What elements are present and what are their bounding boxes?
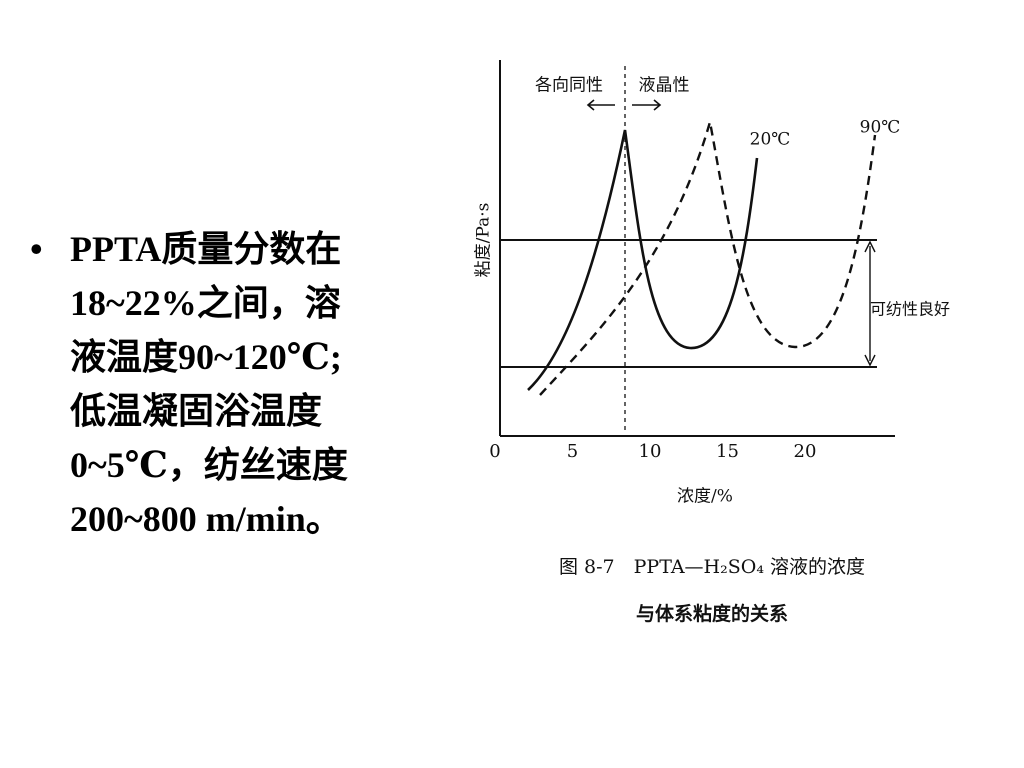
right-arrow xyxy=(632,99,662,111)
curve-90c xyxy=(539,121,877,396)
bullet-line: 200~800 m/min。 xyxy=(70,499,342,539)
region-label: 各向同性 xyxy=(535,76,603,96)
y-axis-label: 粘度/Pa·s xyxy=(474,203,494,278)
x-tick-label: 20 xyxy=(794,441,817,462)
bullet-text: PPTA质量分数在 18~22%之间，溶 液温度90~120℃; 低温凝固浴温度 0~5… xyxy=(70,222,348,546)
bullet-line: 液温度90~120℃; xyxy=(70,337,342,377)
bullet-block: • PPTA质量分数在 18~22%之间，溶 液温度90~120℃; 低温凝固浴温度 0… xyxy=(30,222,348,546)
curve-label: 90℃ xyxy=(860,118,901,138)
bullet-line: 低温凝固浴温度 xyxy=(70,391,323,431)
band-arrow-heads xyxy=(864,240,876,367)
left-arrow xyxy=(586,99,615,111)
band-label: 可纺性良好 xyxy=(870,300,950,319)
curve-label: 20℃ xyxy=(750,130,791,150)
x-axis-label: 浓度/% xyxy=(677,487,733,507)
caption: 与体系粘度的关系 xyxy=(636,602,788,625)
bullet-line: 0~5℃，纺丝速度 xyxy=(70,445,348,485)
x-tick-label: 10 xyxy=(639,441,662,462)
curve-20c xyxy=(527,129,759,391)
bullet-line: 18~22%之间，溶 xyxy=(70,283,341,323)
bullet-dot: • xyxy=(30,229,43,269)
caption: 图 8-7 PPTA—H₂SO₄ 溶液的浓度 xyxy=(559,556,865,578)
region-label: 液晶性 xyxy=(639,76,690,96)
x-tick-label: 0 xyxy=(489,441,500,462)
x-tick-label: 15 xyxy=(716,441,739,462)
bullet-line: PPTA质量分数在 xyxy=(70,229,342,269)
x-tick-label: 5 xyxy=(567,441,578,462)
